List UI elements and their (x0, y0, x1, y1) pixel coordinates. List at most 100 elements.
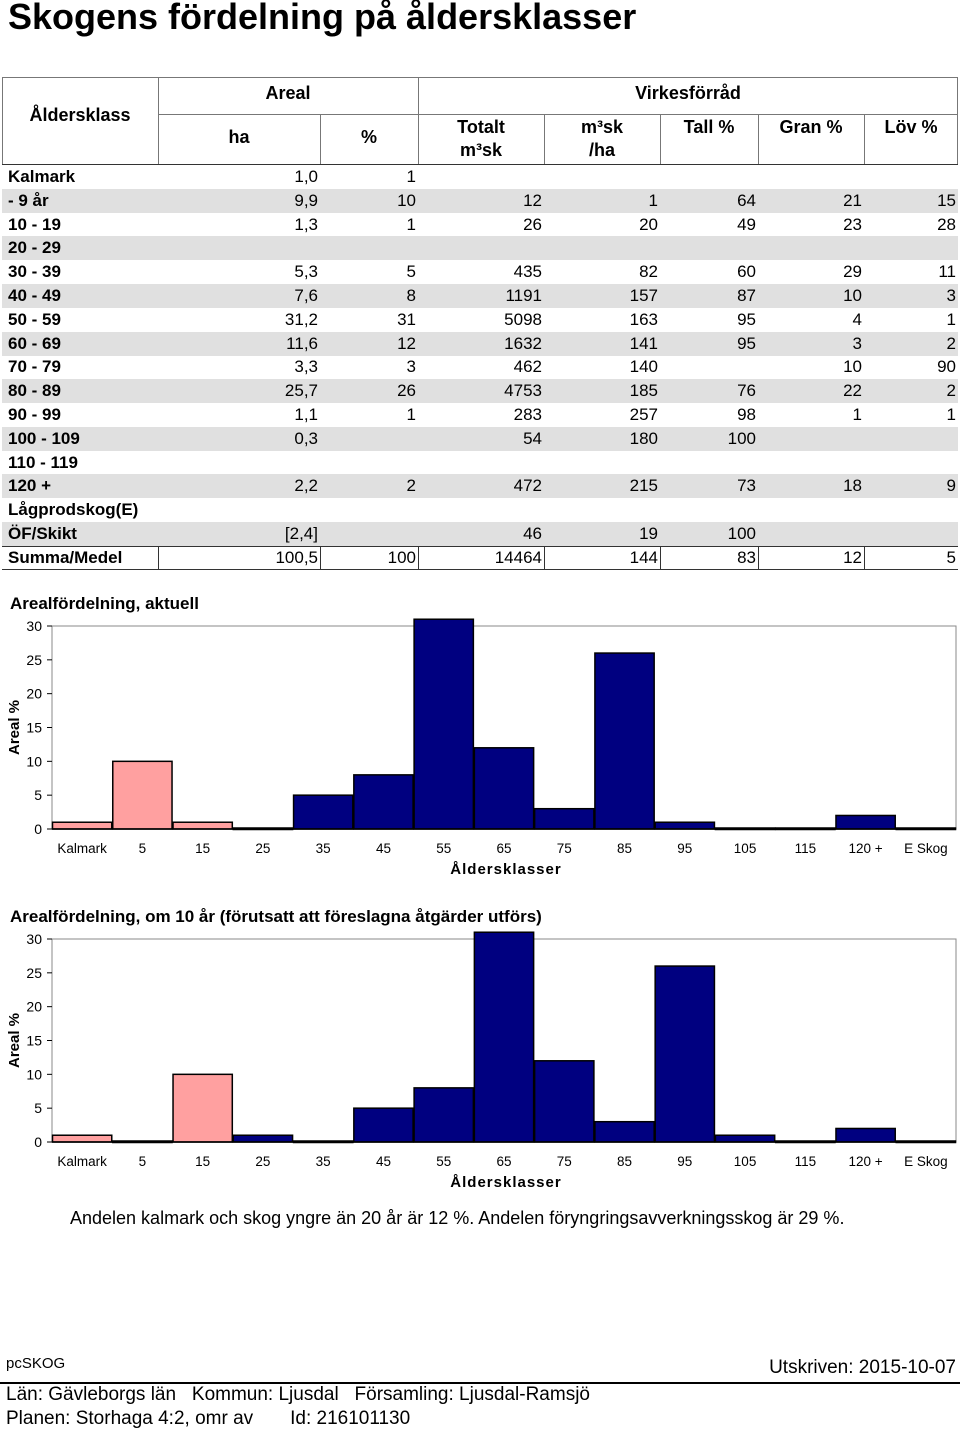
cell-ha: 7,6 (294, 286, 318, 305)
x-tick-label: 85 (617, 841, 632, 856)
header-virkesforrad: Virkesförråd (635, 83, 741, 103)
table-row: 90 - 99 1,1 1 283 257 98 1 1 (2, 403, 958, 427)
bar-120plus (835, 814, 896, 830)
header-msk-unit: /ha (588, 140, 615, 160)
cell-tot: 14464 (494, 547, 542, 567)
table-row: 10 - 19 1,3 1 26 20 49 23 28 (2, 213, 958, 237)
table-row: 110 - 119 (2, 451, 958, 475)
table-row: - 9 år 9,9 10 12 1 64 21 15 (2, 188, 958, 213)
summary-divider (158, 545, 159, 570)
x-tick-label: 25 (255, 1154, 270, 1169)
cell-tot: 12 (523, 190, 542, 210)
cell-tall: 98 (737, 405, 756, 424)
summary-divider (320, 545, 321, 570)
x-tick-label: 120 + (849, 841, 883, 856)
cell-gran: 18 (843, 476, 862, 496)
row-label: 60 - 69 (8, 333, 61, 353)
cell-tot: 4753 (504, 381, 542, 401)
cell-pct: 3 (406, 357, 416, 377)
cell-tot: 26 (523, 214, 542, 234)
header-lov: Löv % (884, 117, 938, 137)
y-tick-label: 10 (26, 1066, 42, 1082)
table-row: 80 - 89 25,7 26 4753 185 76 22 2 (2, 379, 958, 404)
cell-pct: 10 (397, 190, 416, 210)
row-label: ÖF/Skikt (8, 524, 77, 543)
bar-105 (714, 1134, 776, 1143)
cell-msk: 185 (629, 381, 658, 401)
cell-tot: 46 (523, 524, 542, 543)
bar-85 (594, 652, 655, 830)
cell-tall: 87 (737, 286, 756, 305)
x-axis-label: Åldersklasser (450, 1174, 561, 1191)
bar-65 (473, 747, 535, 830)
cell-tall: 76 (737, 381, 756, 401)
cell-pct: 31 (397, 309, 416, 329)
cell-pct: 100 (387, 547, 416, 567)
cell-ha: 1,1 (294, 405, 318, 424)
header-divider (864, 114, 865, 164)
header-bottom-border (2, 164, 958, 165)
x-tick-label: 25 (255, 841, 270, 856)
page-title: Skogens fördelning på åldersklasser (8, 0, 637, 37)
cell-ha: 5,3 (294, 262, 318, 282)
cell-ha: 11,6 (286, 333, 318, 353)
cell-lov: 5 (946, 547, 956, 567)
bar-55 (413, 618, 475, 830)
header-divider (758, 114, 759, 164)
header-aldersklass: Åldersklass (29, 105, 131, 125)
summary-divider (418, 545, 419, 570)
row-label: 90 - 99 (8, 405, 61, 424)
table-row: ÖF/Skikt [2,4] 46 19 100 (2, 522, 958, 546)
cell-ha: 0,3 (294, 428, 318, 448)
cell-tot: 462 (513, 357, 542, 377)
footer-plan: Planen: Storhaga 4:2, omr av Id: 2161011… (6, 1408, 411, 1429)
cell-tot: 435 (513, 262, 542, 282)
x-axis-label: Åldersklasser (450, 861, 561, 878)
cell-pct: 2 (406, 476, 416, 496)
summary-top-border (2, 545, 958, 547)
table-top-border (2, 77, 958, 78)
cell-pct: 12 (397, 333, 416, 353)
header-areal: Areal (265, 83, 311, 103)
cell-pct: 1 (406, 405, 416, 424)
cell-msk: 1 (648, 190, 658, 210)
x-tick-label: 65 (496, 1154, 511, 1169)
header-gran: Gran % (779, 117, 843, 137)
x-tick-label: 120 + (849, 1154, 883, 1169)
cell-gran: 23 (843, 214, 862, 234)
chart2-title: Arealfördelning, om 10 år (förutsatt att… (10, 907, 542, 926)
cell-msk: 82 (639, 262, 658, 282)
header-totalt-unit: m³sk (459, 140, 503, 160)
cell-gran: 10 (843, 357, 862, 377)
row-label: 110 - 119 (8, 452, 78, 472)
bar-75 (533, 807, 595, 830)
row-label: 120 + (8, 476, 52, 496)
header-right-border (957, 77, 958, 164)
cell-lov: 3 (946, 286, 956, 305)
cell-tall: 83 (737, 547, 756, 567)
x-tick-label: 65 (496, 841, 511, 856)
x-tick-label: Kalmark (57, 1154, 107, 1169)
cell-gran: 1 (852, 405, 862, 424)
cell-tall: 49 (737, 214, 756, 234)
row-label: Summa/Medel (8, 547, 123, 567)
header-left-border (2, 77, 3, 164)
y-tick-label: 0 (34, 821, 42, 837)
header-divider (660, 114, 661, 164)
cell-tot: 472 (513, 476, 542, 496)
cell-lov: 11 (938, 262, 956, 282)
y-axis-label: Areal % (6, 1013, 23, 1068)
chart2-area-in-10-years: 0 5 10 15 20 25 30 Areal % Kalmark 5 15 25 35 45 55 65 7… (6, 931, 957, 1191)
cell-msk: 163 (629, 309, 658, 329)
x-tick-label: 35 (316, 1154, 331, 1169)
y-tick-label: 25 (26, 965, 42, 981)
x-tick-label: 105 (734, 1154, 757, 1169)
row-label: 80 - 89 (8, 381, 61, 401)
table-row: Kalmark 1,0 1 (2, 165, 958, 189)
row-label: 50 - 59 (8, 309, 61, 329)
x-tick-label: 5 (139, 1154, 147, 1169)
bar-45 (353, 774, 414, 830)
header-divider (158, 77, 159, 164)
row-label: 30 - 39 (8, 262, 61, 282)
table-row: Summa/Medel 100,5 100 14464 144 83 12 5 (2, 545, 958, 570)
